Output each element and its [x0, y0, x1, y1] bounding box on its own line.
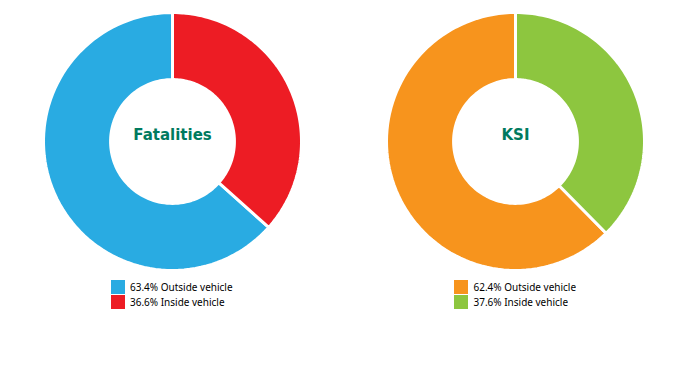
- html-text:63.4% Outside vehicle: 63.4% Outside vehicle: [129, 280, 233, 294]
- svg-text:KSI: KSI: [502, 126, 530, 144]
- html-text:62.4% Outside vehicle: 62.4% Outside vehicle: [473, 280, 577, 294]
- html-text:37.6% Inside vehicle: 37.6% Inside vehicle: [473, 295, 568, 309]
- html-text:36.6% Inside vehicle: 36.6% Inside vehicle: [129, 295, 225, 309]
- svg-text:Fatalities: Fatalities: [133, 126, 212, 144]
